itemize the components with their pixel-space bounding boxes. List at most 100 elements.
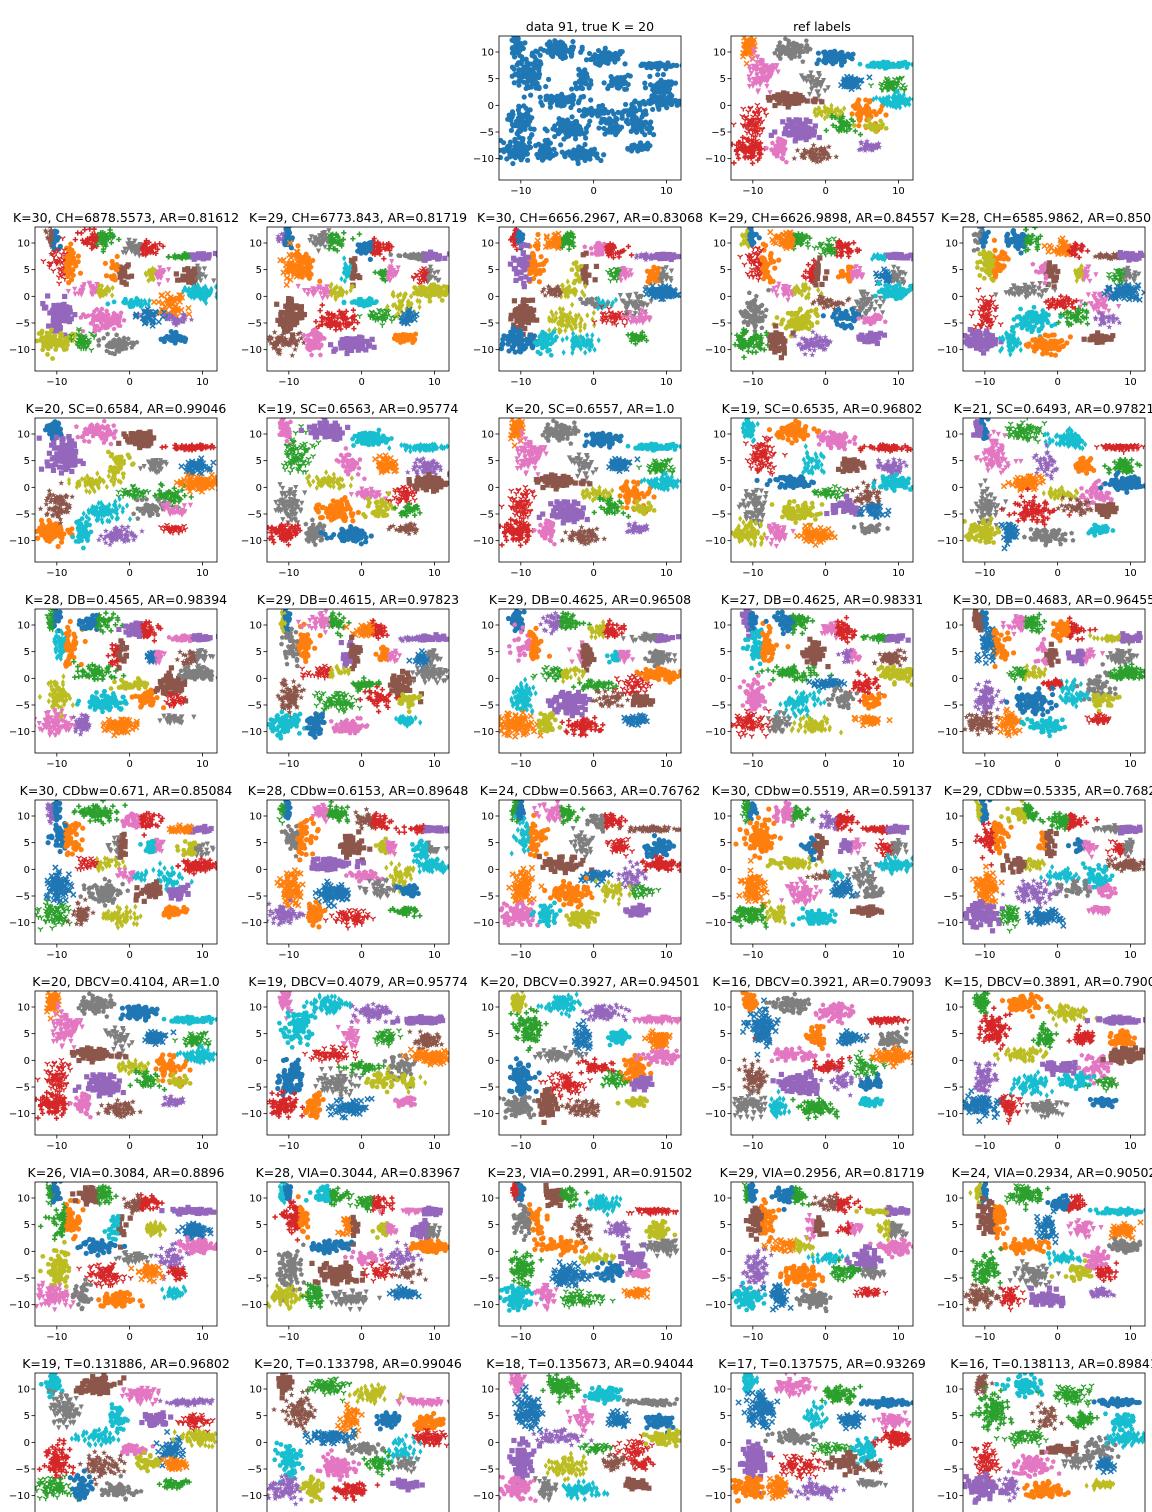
scatter-point <box>294 258 301 265</box>
scatter-point <box>647 129 653 135</box>
scatter-point <box>911 96 913 103</box>
scatter-point <box>749 56 755 63</box>
scatter-point <box>875 140 882 147</box>
scatter-point <box>828 49 835 55</box>
scatter-point <box>576 107 582 114</box>
scatter-point <box>527 144 534 150</box>
scatter-point <box>873 143 880 149</box>
scatter-point <box>318 352 323 358</box>
scatter-point <box>823 109 828 116</box>
scatter-point <box>785 104 791 110</box>
scatter-point <box>785 123 791 130</box>
scatter-point <box>583 150 589 156</box>
scatter-point <box>187 278 193 284</box>
scatter-point <box>357 274 363 281</box>
scatter-point <box>615 109 621 115</box>
scatter-point <box>753 79 759 85</box>
scatter-point <box>60 308 66 314</box>
scatter-point <box>320 236 326 243</box>
scatter-point <box>884 64 890 69</box>
scatter-point <box>439 298 445 303</box>
scatter-point <box>171 307 178 314</box>
scatter-point <box>327 342 334 348</box>
scatter-point <box>566 49 572 55</box>
scatter-point <box>858 140 865 146</box>
scatter-point <box>301 312 308 318</box>
scatter-point <box>50 315 57 321</box>
scatter-point <box>556 116 562 122</box>
scatter-point <box>507 154 513 160</box>
scatter-point <box>768 132 774 138</box>
scatter-point <box>889 80 896 86</box>
scatter-point <box>70 259 76 265</box>
scatter-point <box>117 273 123 280</box>
scatter-point <box>195 288 200 295</box>
scatter-point <box>44 352 51 357</box>
y-tick-label: 10 <box>17 239 30 250</box>
scatter-point <box>662 98 668 104</box>
scatter-point <box>878 118 884 124</box>
scatter-point <box>157 241 163 247</box>
scatter-point <box>179 277 185 283</box>
scatter-point <box>48 232 55 239</box>
scatter-point <box>509 109 516 115</box>
scatter-point <box>734 142 740 148</box>
scatter-point <box>635 143 642 149</box>
scatter-point <box>759 119 766 125</box>
y-tick-label: −10 <box>705 154 726 165</box>
scatter-point <box>527 71 533 77</box>
scatter-point <box>778 95 785 101</box>
scatter-point <box>51 302 57 309</box>
scatter-point <box>182 267 188 273</box>
scatter-point <box>606 119 613 125</box>
scatter-point <box>326 228 332 234</box>
scatter-point <box>412 336 418 342</box>
scatter-point <box>189 268 195 274</box>
scatter-point <box>601 152 607 158</box>
scatter-point <box>172 252 178 258</box>
scatter-point <box>507 143 513 149</box>
scatter-point <box>381 256 387 262</box>
scatter-point <box>601 80 607 86</box>
scatter-point <box>566 123 572 129</box>
scatter-point <box>622 101 629 108</box>
scatter-point <box>823 127 829 134</box>
scatter-point <box>901 95 906 102</box>
scatter-point <box>51 240 57 247</box>
scatter-point <box>109 258 115 265</box>
scatter-point <box>812 79 818 85</box>
scatter-point <box>310 240 316 246</box>
scatter-point <box>788 94 794 100</box>
scatter-point <box>522 40 528 46</box>
scatter-point <box>783 45 789 50</box>
scatter-point <box>861 110 867 116</box>
scatter-point <box>323 232 329 239</box>
scatter-point <box>45 293 51 299</box>
scatter-point <box>184 252 191 258</box>
y-tick-label: −5 <box>247 319 262 330</box>
scatter-point <box>331 348 337 354</box>
scatter-point <box>130 240 136 247</box>
scatter-point <box>197 294 202 301</box>
scatter-point <box>399 335 405 341</box>
scatter-point <box>663 102 669 108</box>
scatter-point <box>842 80 850 87</box>
y-tick-label: 0 <box>256 292 262 303</box>
scatter-point <box>185 311 193 318</box>
scatter-point <box>754 114 761 120</box>
scatter-point <box>46 323 52 329</box>
scatter-point <box>114 332 120 337</box>
scatter-point <box>344 289 349 296</box>
scatter-point <box>885 101 890 109</box>
scatter-point <box>521 68 527 74</box>
scatter-point <box>345 343 351 349</box>
scatter-point <box>868 83 875 88</box>
scatter-point <box>572 136 579 142</box>
scatter-point <box>317 278 323 284</box>
scatter-point <box>573 128 580 134</box>
scatter-point <box>100 246 107 252</box>
scatter-point <box>43 304 49 310</box>
scatter-point <box>807 119 813 125</box>
scatter-point <box>67 308 73 315</box>
scatter-point <box>897 104 903 111</box>
